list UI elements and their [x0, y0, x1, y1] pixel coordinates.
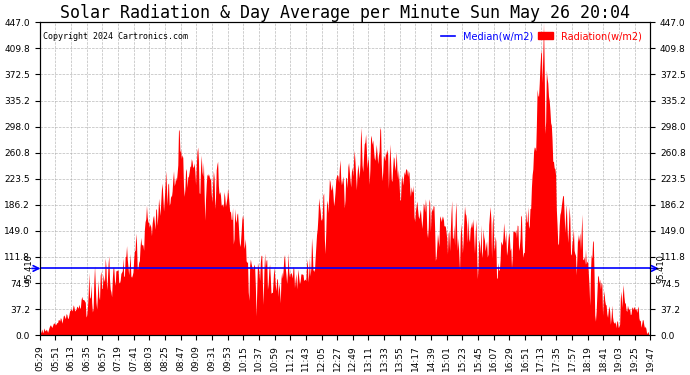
Text: Copyright 2024 Cartronics.com: Copyright 2024 Cartronics.com — [43, 32, 188, 41]
Title: Solar Radiation & Day Average per Minute Sun May 26 20:04: Solar Radiation & Day Average per Minute… — [60, 4, 630, 22]
Text: 95.410: 95.410 — [656, 254, 665, 283]
Text: 95.410: 95.410 — [25, 254, 34, 283]
Legend: Median(w/m2), Radiation(w/m2): Median(w/m2), Radiation(w/m2) — [437, 27, 645, 45]
